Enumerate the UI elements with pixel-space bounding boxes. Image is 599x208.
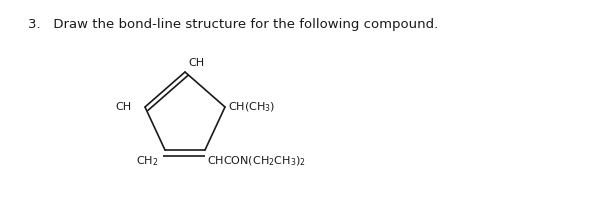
Text: CH: CH [116,102,132,112]
Text: CH: CH [188,58,204,68]
Text: 3.   Draw the bond-line structure for the following compound.: 3. Draw the bond-line structure for the … [28,18,438,31]
Text: CH(CH$_3$): CH(CH$_3$) [228,100,276,114]
Text: CH$_2$: CH$_2$ [135,154,158,168]
Text: CHCON(CH$_2$CH$_3$)$_2$: CHCON(CH$_2$CH$_3$)$_2$ [207,154,306,168]
